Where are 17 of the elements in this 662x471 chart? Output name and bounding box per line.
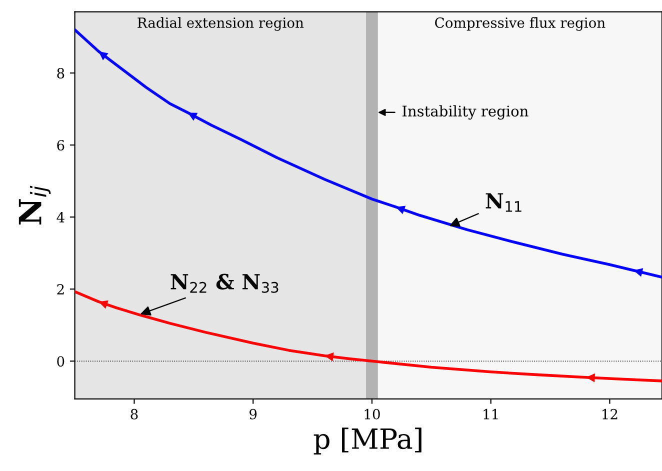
y-tick-label: 4 [56, 212, 64, 222]
y-tick-label: 8 [57, 68, 64, 78]
annotation: Instability region [402, 105, 528, 120]
y-axis-title: N$_{ij}$ [18, 186, 51, 224]
x-axis-title: p [MPa] [314, 428, 422, 455]
x-tick-label: 12 [602, 408, 618, 420]
annotation: N$_{22}$ & N$_{33}$ [170, 274, 278, 293]
band-label: Compressive flux region [435, 17, 606, 31]
band-label: Radial extension region [138, 17, 304, 31]
x-tick-label: 8 [130, 408, 138, 420]
x-tick-label: 10 [364, 408, 380, 420]
annotation: N$_{11}$ [486, 193, 522, 212]
x-tick-label: 11 [484, 408, 498, 420]
y-tick-label: 2 [57, 284, 64, 294]
x-tick-label: 9 [250, 408, 257, 420]
y-tick-label: 0 [57, 356, 64, 367]
y-tick-label: 6 [57, 140, 64, 151]
